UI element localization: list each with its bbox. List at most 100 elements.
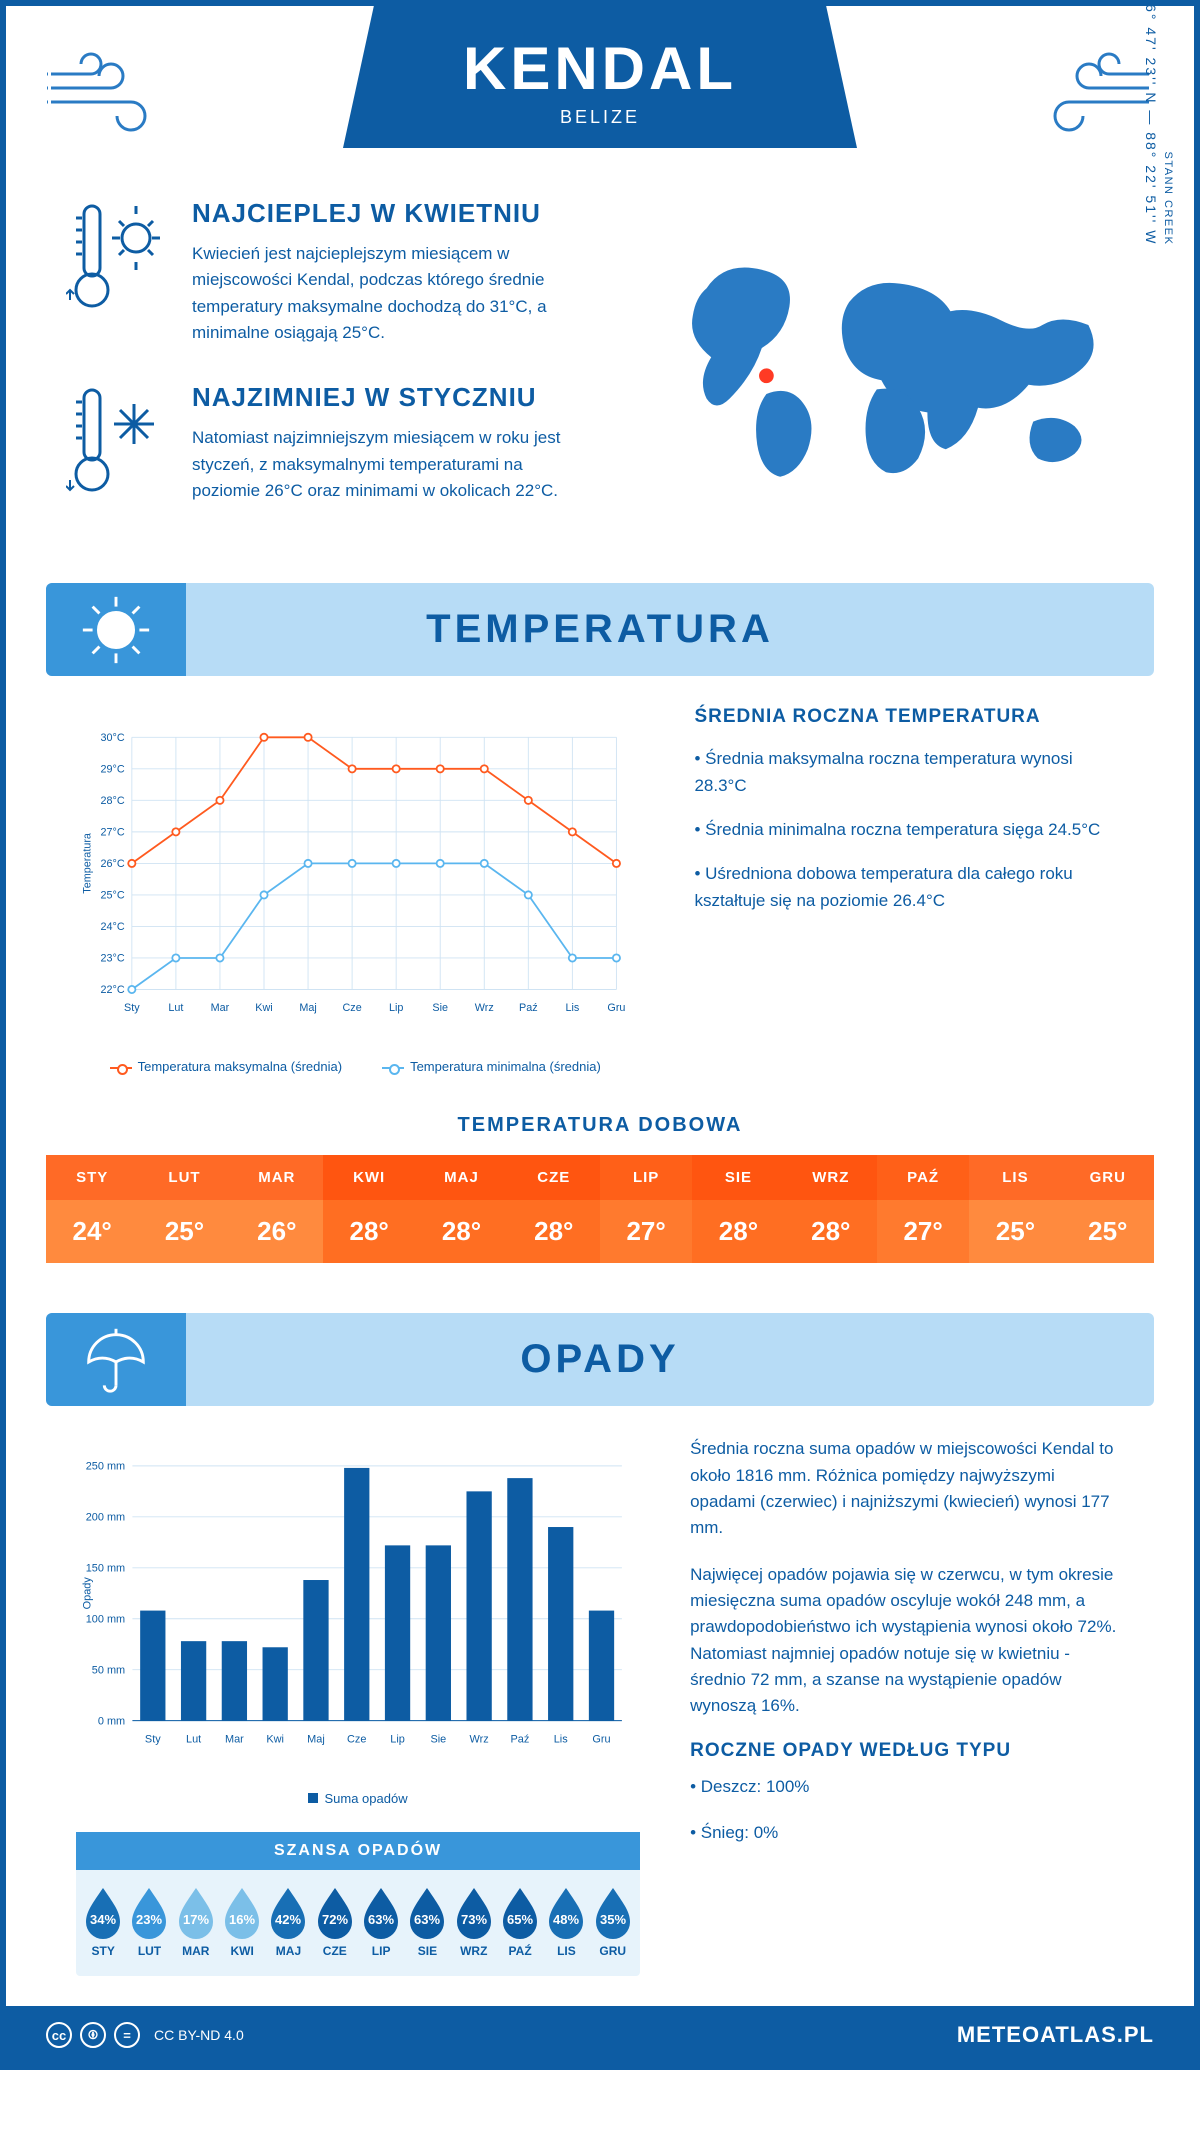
precip-type-bullet: • Śnieg: 0% [690, 1820, 1124, 1846]
svg-text:Gru: Gru [592, 1734, 610, 1746]
daily-temp-title: TEMPERATURA DOBOWA [6, 1114, 1194, 1137]
daily-temp-table: STY 24° LUT 25° MAR 26° KWI 28° MAJ 28° … [46, 1155, 1154, 1263]
temperature-line-chart: Temperatura22°C23°C24°C25°C26°C27°C28°C2… [76, 706, 634, 1074]
svg-text:24°C: 24°C [101, 921, 125, 933]
site-brand: METEOATLAS.PL [957, 2022, 1154, 2048]
svg-text:63%: 63% [414, 1912, 440, 1927]
cc-icon: cc [46, 2022, 72, 2048]
daily-col: LIS 25° [969, 1155, 1061, 1263]
temp-bullet: • Średnia maksymalna roczna temperatura … [694, 746, 1124, 799]
svg-text:Gru: Gru [607, 1002, 625, 1014]
svg-text:17%: 17% [183, 1912, 209, 1927]
svg-text:Sie: Sie [432, 1002, 448, 1014]
precip-bar-chart: Opady0 mm50 mm100 mm150 mm200 mm250 mmSt… [76, 1436, 640, 1806]
svg-text:Maj: Maj [307, 1734, 325, 1746]
svg-text:Wrz: Wrz [470, 1734, 489, 1746]
svg-text:73%: 73% [461, 1912, 487, 1927]
precip-chance-drop: 16% KWI [219, 1884, 265, 1958]
svg-text:Paź: Paź [511, 1734, 530, 1746]
svg-text:27°C: 27°C [101, 827, 125, 839]
svg-text:50 mm: 50 mm [92, 1665, 125, 1677]
svg-text:30°C: 30°C [101, 732, 125, 744]
precip-chance-drop: 63% SIE [404, 1884, 450, 1958]
svg-text:26°C: 26°C [101, 858, 125, 870]
precip-chance-drop: 73% WRZ [451, 1884, 497, 1958]
precip-summary: Średnia roczna suma opadów w miejscowośc… [690, 1436, 1124, 1976]
temperature-summary: ŚREDNIA ROCZNA TEMPERATURA • Średnia mak… [694, 706, 1124, 1074]
svg-text:65%: 65% [507, 1912, 533, 1927]
svg-text:250 mm: 250 mm [86, 1461, 125, 1473]
coldest-text: Natomiast najzimniejszym miesiącem w rok… [192, 425, 587, 504]
svg-text:23°C: 23°C [101, 953, 125, 965]
wind-icon-right [1024, 50, 1154, 145]
thermometer-snow-icon [66, 382, 166, 507]
warmest-text: Kwiecień jest najcieplejszym miesiącem w… [192, 241, 587, 346]
svg-text:Sty: Sty [145, 1734, 161, 1746]
precip-section-header: OPADY [46, 1313, 1154, 1406]
precip-chance-drop: 34% STY [80, 1884, 126, 1958]
daily-col: LIP 27° [600, 1155, 692, 1263]
world-continents [692, 267, 1094, 476]
svg-text:Cze: Cze [343, 1002, 362, 1014]
svg-text:35%: 35% [600, 1912, 626, 1927]
svg-text:Maj: Maj [299, 1002, 316, 1014]
svg-text:63%: 63% [368, 1912, 394, 1927]
precip-chance-drop: 23% LUT [126, 1884, 172, 1958]
precip-chance-drop: 72% CZE [312, 1884, 358, 1958]
location-marker [758, 367, 775, 384]
temperature-title: TEMPERATURA [46, 607, 1154, 652]
daily-col: STY 24° [46, 1155, 138, 1263]
svg-text:Lis: Lis [565, 1002, 579, 1014]
precip-title: OPADY [46, 1337, 1154, 1382]
svg-text:Lip: Lip [389, 1002, 403, 1014]
precip-chance-drop: 63% LIP [358, 1884, 404, 1958]
svg-text:Kwi: Kwi [255, 1002, 272, 1014]
temp-bullet: • Średnia minimalna roczna temperatura s… [694, 817, 1124, 843]
temperature-legend: Temperatura maksymalna (średnia) Tempera… [76, 1059, 634, 1074]
daily-col: PAŹ 27° [877, 1155, 969, 1263]
thermometer-sun-icon [66, 198, 166, 346]
svg-text:200 mm: 200 mm [86, 1512, 125, 1524]
warmest-title: NAJCIEPLEJ W KWIETNIU [192, 198, 587, 229]
temp-bullet: • Uśredniona dobowa temperatura dla całe… [694, 861, 1124, 914]
svg-text:Opady: Opady [82, 1577, 94, 1610]
svg-text:29°C: 29°C [101, 764, 125, 776]
svg-text:Lut: Lut [186, 1734, 201, 1746]
precip-chance-box: SZANSA OPADÓW 34% STY 23% LUT 17% MAR [76, 1832, 640, 1976]
precip-chance-drop: 42% MAJ [265, 1884, 311, 1958]
license-info: cc 🅯 = CC BY-ND 4.0 [46, 2022, 244, 2048]
footer: cc 🅯 = CC BY-ND 4.0 METEOATLAS.PL [6, 2006, 1194, 2064]
nd-icon: = [114, 2022, 140, 2048]
coordinates: STANN CREEK 16° 47' 23'' N — 88° 22' 51'… [1143, 0, 1174, 245]
svg-text:22°C: 22°C [101, 984, 125, 996]
sun-icon [46, 583, 186, 676]
svg-text:Mar: Mar [211, 1002, 230, 1014]
svg-text:Kwi: Kwi [266, 1734, 284, 1746]
city-title: KENDAL [463, 34, 737, 103]
daily-col: CZE 28° [508, 1155, 600, 1263]
precip-chance-drop: 35% GRU [590, 1884, 636, 1958]
daily-col: GRU 25° [1062, 1155, 1154, 1263]
precip-chance-drop: 48% LIS [543, 1884, 589, 1958]
daily-col: WRZ 28° [785, 1155, 877, 1263]
coldest-title: NAJZIMNIEJ W STYCZNIU [192, 382, 587, 413]
svg-text:Sty: Sty [124, 1002, 140, 1014]
svg-text:150 mm: 150 mm [86, 1563, 125, 1575]
warmest-fact: NAJCIEPLEJ W KWIETNIU Kwiecień jest najc… [66, 198, 587, 346]
country-subtitle: BELIZE [463, 107, 737, 128]
intro-section: NAJCIEPLEJ W KWIETNIU Kwiecień jest najc… [6, 168, 1194, 583]
precip-legend: Suma opadów [76, 1791, 640, 1806]
svg-text:Lut: Lut [168, 1002, 183, 1014]
world-map: STANN CREEK 16° 47' 23'' N — 88° 22' 51'… [637, 198, 1134, 543]
umbrella-icon [46, 1313, 186, 1406]
svg-text:42%: 42% [275, 1912, 301, 1927]
daily-col: KWI 28° [323, 1155, 415, 1263]
svg-text:0 mm: 0 mm [98, 1716, 125, 1728]
precip-type-bullet: • Deszcz: 100% [690, 1774, 1124, 1800]
svg-text:16%: 16% [229, 1912, 255, 1927]
header: KENDAL BELIZE [6, 6, 1194, 168]
svg-text:Cze: Cze [347, 1734, 366, 1746]
daily-col: MAR 26° [231, 1155, 323, 1263]
svg-text:72%: 72% [322, 1912, 348, 1927]
svg-text:Temperatura: Temperatura [81, 833, 93, 894]
